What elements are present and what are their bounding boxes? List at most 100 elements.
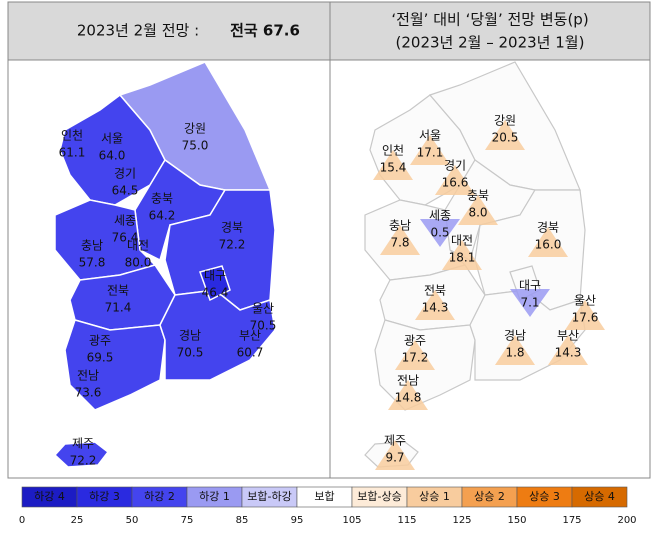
region-name: 충남 bbox=[81, 239, 103, 253]
region-change: 14.3 bbox=[422, 301, 449, 315]
legend-tick: 50 bbox=[126, 515, 139, 526]
region-name: 부산 bbox=[239, 329, 261, 343]
region-outlook: 71.4 bbox=[105, 301, 132, 315]
province bbox=[159, 289, 276, 381]
region-name: 전남 bbox=[77, 369, 99, 383]
region-change: 9.7 bbox=[385, 451, 404, 465]
region-outlook: 70.5 bbox=[177, 346, 204, 360]
region-name: 광주 bbox=[404, 334, 426, 348]
legend-tick: 0 bbox=[19, 515, 25, 526]
region-change: 17.1 bbox=[417, 146, 444, 160]
region-outlook: 75.0 bbox=[182, 139, 209, 153]
province bbox=[64, 319, 166, 411]
region-change: 7.8 bbox=[390, 236, 409, 250]
region-name: 전북 bbox=[107, 284, 129, 298]
region-change: 20.5 bbox=[492, 131, 519, 145]
change-triangle bbox=[415, 290, 455, 320]
legend-label: 하강 1 bbox=[199, 489, 230, 503]
region-name: 충북 bbox=[151, 192, 173, 206]
change-triangle bbox=[495, 335, 535, 365]
change-triangle bbox=[373, 150, 413, 180]
legend-tick: 115 bbox=[397, 515, 416, 526]
region-outlook: 57.8 bbox=[79, 256, 106, 270]
region-outlook: 70.5 bbox=[250, 319, 277, 333]
region-name: 충북 bbox=[467, 189, 489, 203]
change-triangle bbox=[548, 335, 588, 365]
region-change: 7.1 bbox=[520, 296, 539, 310]
region-change: 14.8 bbox=[395, 391, 422, 405]
region-name: 경기 bbox=[114, 167, 136, 181]
legend-box bbox=[571, 486, 628, 508]
change-triangle bbox=[442, 240, 482, 270]
change-triangle bbox=[375, 440, 415, 470]
legend-tick: 125 bbox=[452, 515, 471, 526]
region-name: 충남 bbox=[389, 219, 411, 233]
legend-tick: 25 bbox=[71, 515, 84, 526]
change-triangle bbox=[420, 219, 460, 247]
legend-label: 하강 4 bbox=[34, 489, 65, 503]
legend-label: 상승 4 bbox=[584, 490, 615, 503]
region-name: 강원 bbox=[184, 122, 206, 136]
left-title: 2023년 2월 전망 : bbox=[77, 22, 199, 40]
region-change: 18.1 bbox=[449, 251, 476, 265]
region-name: 세종 bbox=[114, 214, 136, 228]
right-subtitle: (2023년 2월 – 2023년 1월) bbox=[396, 34, 585, 52]
left-map bbox=[53, 61, 276, 468]
legend-tick: 85 bbox=[236, 515, 249, 526]
region-outlook: 72.2 bbox=[219, 238, 246, 252]
region-name: 대구 bbox=[519, 279, 541, 293]
national-value: 전국 67.6 bbox=[230, 22, 300, 40]
province bbox=[54, 199, 157, 281]
region-outlook: 76.4 bbox=[112, 231, 139, 245]
region-name: 경기 bbox=[444, 159, 466, 173]
region-name: 대구 bbox=[204, 269, 226, 283]
region-name: 경북 bbox=[221, 221, 243, 235]
region-name: 강원 bbox=[494, 114, 516, 128]
region-change: 0.5 bbox=[430, 226, 449, 240]
province bbox=[53, 441, 110, 468]
region-outlook: 73.6 bbox=[75, 386, 102, 400]
province bbox=[199, 265, 231, 302]
legend-label: 보합-하강 bbox=[247, 489, 291, 503]
region-name: 전북 bbox=[424, 284, 446, 298]
legend-label: 보합 bbox=[314, 490, 334, 503]
legend-tick: 200 bbox=[617, 515, 636, 526]
region-outlook: 60.7 bbox=[237, 346, 264, 360]
change-triangle bbox=[410, 135, 450, 165]
region-change: 16.0 bbox=[535, 238, 562, 252]
region-name: 전남 bbox=[397, 374, 419, 388]
legend-label: 하강 3 bbox=[89, 489, 120, 503]
change-triangle bbox=[388, 380, 428, 410]
region-name: 제주 bbox=[72, 437, 94, 451]
region-name: 세종 bbox=[429, 209, 451, 223]
legend-tick: 75 bbox=[181, 515, 194, 526]
change-triangle bbox=[380, 225, 420, 255]
region-name: 인천 bbox=[382, 143, 404, 158]
change-triangle bbox=[435, 165, 475, 195]
region-name: 대전 bbox=[127, 239, 149, 253]
region-change: 8.0 bbox=[468, 206, 487, 220]
region-name: 경남 bbox=[504, 329, 526, 343]
region-outlook: 64.5 bbox=[112, 184, 139, 198]
region-name: 울산 bbox=[252, 302, 274, 316]
header-bg bbox=[7, 1, 651, 61]
region-change: 14.3 bbox=[555, 346, 582, 360]
change-triangle bbox=[510, 289, 550, 317]
change-triangle bbox=[458, 195, 498, 225]
region-outlook: 69.5 bbox=[87, 351, 114, 365]
region-change: 17.2 bbox=[402, 351, 429, 365]
legend-label: 상승 1 bbox=[419, 490, 450, 503]
region-outlook: 61.1 bbox=[59, 146, 86, 160]
region-change: 15.4 bbox=[380, 161, 407, 175]
region-outlook: 64.0 bbox=[99, 149, 126, 163]
region-outlook: 72.2 bbox=[70, 454, 97, 468]
region-name: 울산 bbox=[574, 294, 596, 308]
region-name: 서울 bbox=[101, 132, 123, 146]
region-name: 부산 bbox=[557, 329, 579, 343]
legend-tick: 95 bbox=[291, 515, 304, 526]
change-triangle bbox=[565, 300, 605, 330]
region-outlook: 64.2 bbox=[149, 209, 176, 223]
region-name: 경남 bbox=[179, 329, 201, 343]
region-name: 광주 bbox=[89, 334, 111, 348]
